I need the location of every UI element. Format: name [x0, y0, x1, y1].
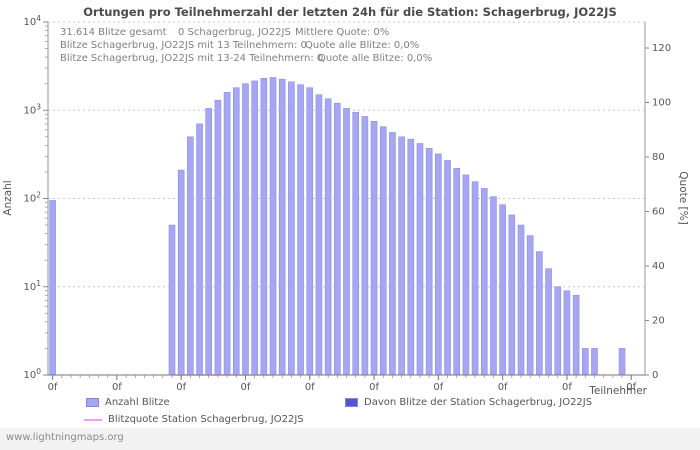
annotation-text: 31.614 Blitze gesamt	[60, 27, 167, 38]
x-tick-label: 0f	[369, 382, 379, 393]
bar	[536, 251, 543, 376]
bar	[499, 204, 506, 376]
bar	[490, 196, 497, 376]
x-tick-label: 0f	[433, 382, 443, 393]
legend-label-anzahl-blitze: Anzahl Blitze	[105, 397, 170, 408]
bar	[545, 268, 552, 376]
bar	[214, 99, 222, 376]
x-tick-label: 0f	[562, 382, 572, 393]
annotation-text: Mittlere Quote: 0%	[295, 27, 390, 38]
y-right-tick-label: 0	[652, 370, 658, 381]
bar	[205, 108, 213, 376]
bar	[334, 102, 341, 376]
bar	[269, 77, 277, 376]
bar	[591, 348, 598, 376]
bar	[480, 188, 488, 376]
bar	[352, 111, 359, 376]
x-tick-label: 0f	[305, 382, 315, 393]
bar	[517, 224, 525, 376]
y-right-tick-label: 20	[652, 316, 665, 327]
y-left-tick-label: 101	[23, 279, 41, 293]
annotation-text: Blitze Schagerbrug, JO22JS mit 13 Teilne…	[60, 40, 307, 51]
bar	[581, 348, 589, 376]
annotation-text: 0 Schagerbrug, JO22JS	[178, 27, 291, 38]
y-right-tick-label: 40	[652, 261, 665, 272]
y-left-tick-label: 100	[23, 367, 41, 381]
bar	[177, 169, 185, 376]
bar	[526, 235, 534, 376]
y-right-tick-label: 100	[652, 98, 671, 109]
bar	[435, 153, 442, 376]
x-axis-label: Teilnehmer	[589, 385, 647, 397]
y-left-tick-label: 103	[23, 102, 41, 116]
y-left-tick-label: 104	[23, 14, 41, 28]
bar	[453, 167, 461, 376]
bar	[343, 108, 350, 376]
legend-label-blitzquote: Blitzquote Station Schagerbrug, JO22JS	[108, 414, 304, 425]
x-tick-label: 0f	[626, 382, 636, 393]
bars-anzahl-blitze	[49, 77, 626, 376]
x-tick-label: 0f	[112, 382, 122, 393]
annotation-text: Quote alle Blitze: 0,0%	[305, 40, 420, 51]
bar	[196, 123, 203, 376]
bar	[554, 286, 562, 376]
bar	[563, 290, 571, 376]
bar	[315, 94, 323, 376]
y-axis-label-left: Anzahl	[2, 180, 14, 216]
bar	[389, 132, 396, 376]
bar	[306, 87, 314, 376]
bar	[407, 138, 415, 376]
bar	[324, 98, 332, 376]
bar	[49, 200, 56, 376]
bar	[260, 78, 268, 376]
bar	[168, 224, 176, 376]
x-tick-label: 0f	[48, 382, 58, 393]
y-right-tick-label: 120	[652, 43, 671, 54]
bar	[361, 116, 369, 376]
chart-title: Ortungen pro Teilnehmerzahl der letzten …	[83, 5, 617, 19]
annotation-text: Quote alle Blitze: 0,0%	[318, 53, 433, 64]
x-tick-label: 0f	[176, 382, 186, 393]
bar	[398, 136, 405, 376]
legend-swatch-davon-blitze	[345, 398, 358, 407]
bar	[618, 348, 626, 376]
legend-item-anzahl-blitze: Anzahl Blitze	[86, 397, 170, 408]
bar	[251, 80, 258, 376]
bar	[508, 214, 516, 376]
x-tick-label: 0f	[498, 382, 508, 393]
bar	[379, 126, 387, 376]
y-axis-label-right: Quote [%]	[677, 171, 689, 225]
bar	[232, 87, 240, 376]
bar	[242, 83, 249, 376]
chart-canvas: 100 101 102 103 104 0 20 40 60 80 100 120 0f 0f 0f 0f 0f…	[23, 14, 671, 393]
bar	[297, 84, 304, 376]
legend-label-davon-blitze: Davon Blitze der Station Schagerbrug, JO…	[364, 397, 593, 408]
legend-item-blitzquote: Blitzquote Station Schagerbrug, JO22JS	[84, 414, 304, 425]
bar	[223, 91, 231, 376]
bar	[416, 143, 424, 376]
legend-swatch-blitzquote	[84, 418, 102, 421]
legend-swatch-anzahl-blitze	[86, 398, 99, 407]
bar	[288, 81, 295, 376]
bar	[370, 120, 378, 376]
bar	[462, 174, 470, 376]
bar	[187, 136, 194, 376]
bar	[572, 295, 580, 376]
bar	[425, 148, 433, 376]
y-left-tick-label: 102	[23, 191, 41, 205]
bar	[278, 78, 286, 376]
bottom-bar	[0, 428, 700, 450]
annotation-text: Blitze Schagerbrug, JO22JS mit 13-24 Tei…	[60, 53, 324, 64]
x-tick-label: 0f	[241, 382, 251, 393]
bar	[471, 181, 479, 376]
y-right-tick-label: 80	[652, 152, 665, 163]
bar	[444, 160, 451, 376]
legend-item-davon-blitze: Davon Blitze der Station Schagerbrug, JO…	[345, 397, 592, 408]
y-right-tick-label: 60	[652, 207, 665, 218]
watermark: www.lightningmaps.org	[6, 432, 124, 443]
